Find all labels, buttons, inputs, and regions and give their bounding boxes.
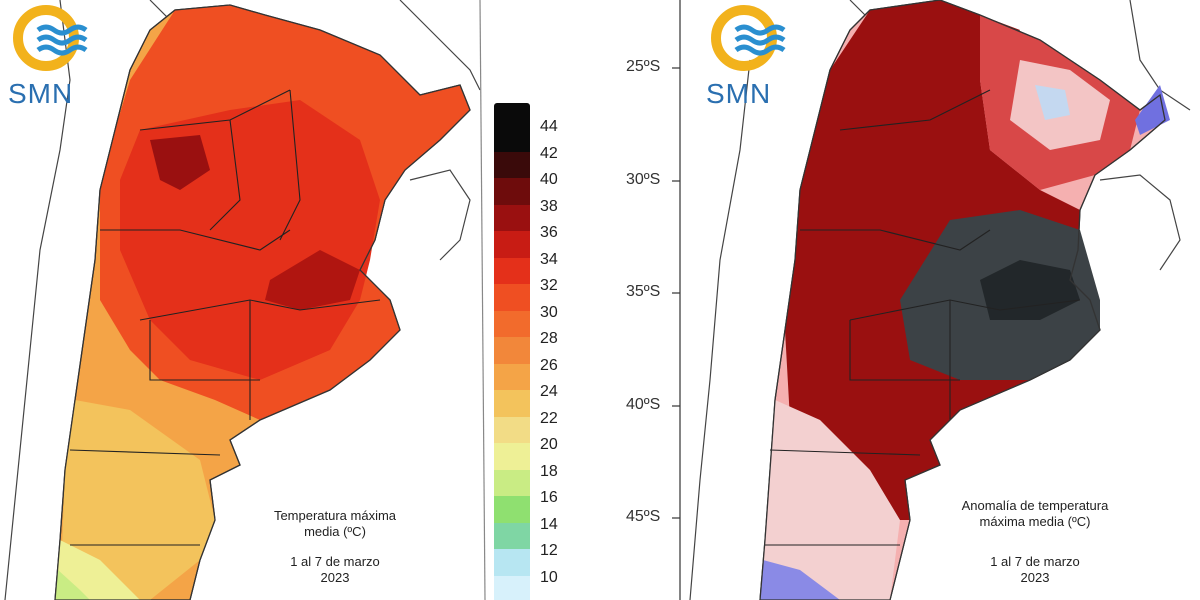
scale-swatch bbox=[494, 443, 530, 470]
lat-label-25s: 25ºS bbox=[626, 58, 661, 75]
scale-swatch bbox=[494, 549, 530, 576]
scale-swatch bbox=[494, 125, 530, 152]
scale-label: 34 bbox=[540, 250, 558, 268]
scale-swatch bbox=[494, 575, 530, 600]
scale-swatch-top bbox=[494, 103, 530, 125]
scale-swatch bbox=[494, 390, 530, 417]
scale-label: 14 bbox=[540, 515, 558, 533]
right-caption-year: 2023 bbox=[1020, 570, 1050, 585]
left-caption-title-line2: media (ºC) bbox=[304, 524, 366, 539]
scale-swatch bbox=[494, 469, 530, 496]
scale-label: 28 bbox=[540, 330, 558, 347]
scale-swatch bbox=[494, 151, 530, 178]
max-temperature-map bbox=[4, 0, 486, 600]
lat-label-45s: 45ºS bbox=[626, 508, 661, 525]
smn-logo-right bbox=[706, 4, 796, 114]
scale-swatch bbox=[494, 231, 530, 258]
left-caption: Temperatura máxima media (ºC) 1 al 7 de … bbox=[235, 508, 435, 586]
smn-logo-text-right: SMN bbox=[706, 78, 772, 109]
scale-label: 24 bbox=[540, 383, 558, 400]
smn-logo-icon-right bbox=[711, 5, 786, 71]
scale-swatch bbox=[494, 204, 530, 231]
scale-label: 32 bbox=[540, 277, 558, 294]
smn-logo-icon bbox=[13, 5, 88, 71]
right-caption-period: 1 al 7 de marzo bbox=[990, 554, 1080, 569]
scale-label: 22 bbox=[540, 409, 558, 427]
scale-swatch bbox=[494, 363, 530, 390]
neighbor-borders bbox=[4, 0, 486, 600]
province-borders bbox=[69, 89, 381, 546]
scale-label: 12 bbox=[540, 542, 558, 559]
smn-logo bbox=[8, 4, 98, 114]
scale-swatch bbox=[494, 496, 530, 523]
left-caption-title-line1: Temperatura máxima bbox=[273, 508, 397, 523]
scale-swatch bbox=[494, 337, 530, 364]
scale-swatch bbox=[494, 416, 530, 443]
scale-label: 42 bbox=[540, 144, 558, 162]
scale-swatch bbox=[494, 178, 530, 205]
scale-label: 20 bbox=[540, 436, 558, 453]
max-temperature-map-panel: SMN 44 42 40 38 36 34 32 30 28 26 24 22 20 18 16 14 12 10… bbox=[4, 0, 558, 600]
right-caption-title-line2: máxima media (ºC) bbox=[979, 514, 1091, 529]
scale-label: 16 bbox=[540, 489, 558, 506]
scale-label: 40 bbox=[540, 171, 558, 188]
scale-swatch bbox=[494, 522, 530, 549]
temperature-anomaly-map-panel: SMN 25ºS 30ºS 35ºS 40ºS 45ºS Anomalía de… bbox=[600, 0, 1200, 600]
temperature-color-scale bbox=[494, 103, 530, 600]
scale-label: 38 bbox=[540, 197, 558, 215]
province-borders-right bbox=[765, 89, 1081, 546]
lat-label-40s: 40ºS bbox=[626, 396, 661, 413]
scale-label: 30 bbox=[540, 303, 558, 321]
scale-swatch bbox=[494, 257, 530, 284]
right-caption: Anomalía de temperatura máxima media (ºC… bbox=[920, 498, 1150, 586]
right-caption-title-line1: Anomalía de temperatura bbox=[961, 498, 1109, 513]
scale-label: 44 bbox=[540, 118, 558, 135]
lat-label-30s: 30ºS bbox=[626, 171, 661, 188]
scale-swatch bbox=[494, 310, 530, 337]
scale-label: 26 bbox=[540, 356, 558, 374]
smn-logo-text: SMN bbox=[8, 78, 74, 109]
lat-label-35s: 35ºS bbox=[626, 283, 661, 300]
scale-label: 10 bbox=[540, 568, 558, 586]
scale-label: 36 bbox=[540, 224, 558, 241]
left-caption-year: 2023 bbox=[320, 570, 350, 585]
scale-label: 18 bbox=[540, 462, 558, 480]
temperature-anomaly-map bbox=[672, 0, 1191, 600]
scale-swatch bbox=[494, 284, 530, 311]
left-caption-period: 1 al 7 de marzo bbox=[290, 554, 380, 569]
